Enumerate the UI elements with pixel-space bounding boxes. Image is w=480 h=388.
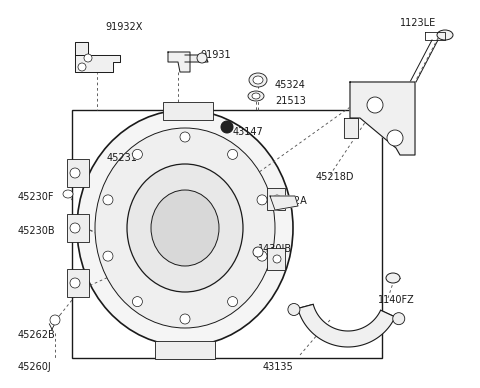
Bar [163, 102, 213, 120]
Ellipse shape [63, 190, 73, 198]
Bar [267, 188, 285, 210]
Ellipse shape [257, 195, 267, 205]
Text: 1123LE: 1123LE [400, 18, 436, 28]
Ellipse shape [197, 53, 207, 63]
Ellipse shape [273, 255, 281, 263]
Text: 45324: 45324 [275, 80, 306, 90]
Bar [155, 341, 215, 359]
Ellipse shape [393, 313, 405, 325]
Text: 91931: 91931 [200, 50, 230, 60]
Ellipse shape [50, 315, 60, 325]
Ellipse shape [249, 73, 267, 87]
Ellipse shape [180, 314, 190, 324]
Polygon shape [75, 42, 88, 55]
Text: 43135: 43135 [263, 362, 294, 372]
Ellipse shape [84, 54, 92, 62]
Ellipse shape [253, 247, 263, 257]
Ellipse shape [78, 63, 86, 71]
Text: 45231: 45231 [107, 153, 138, 163]
Text: 45218D: 45218D [316, 172, 355, 182]
Ellipse shape [228, 296, 238, 307]
Ellipse shape [70, 168, 80, 178]
Polygon shape [185, 55, 208, 62]
Text: 43147: 43147 [233, 127, 264, 137]
Text: 1430JB: 1430JB [258, 244, 292, 254]
Polygon shape [270, 196, 298, 210]
Ellipse shape [132, 149, 143, 159]
Ellipse shape [367, 97, 383, 113]
Ellipse shape [248, 91, 264, 101]
Ellipse shape [103, 195, 113, 205]
Text: 45260J: 45260J [18, 362, 52, 372]
Polygon shape [168, 52, 190, 72]
Ellipse shape [437, 30, 453, 40]
Text: 45230F: 45230F [18, 192, 55, 202]
Polygon shape [350, 82, 415, 155]
Ellipse shape [127, 164, 243, 292]
Polygon shape [298, 304, 395, 347]
Ellipse shape [273, 195, 281, 203]
Ellipse shape [257, 251, 267, 261]
Ellipse shape [221, 121, 233, 133]
Bar [72, 110, 382, 358]
Ellipse shape [95, 128, 275, 328]
Ellipse shape [386, 273, 400, 283]
Ellipse shape [70, 278, 80, 288]
Text: 45272A: 45272A [270, 196, 308, 206]
Ellipse shape [288, 303, 300, 315]
Bar [267, 248, 285, 270]
Text: 91932X: 91932X [105, 22, 143, 32]
Text: 21513: 21513 [275, 96, 306, 106]
Ellipse shape [132, 296, 143, 307]
Bar [67, 214, 89, 242]
Ellipse shape [228, 149, 238, 159]
Polygon shape [344, 118, 358, 138]
Ellipse shape [253, 76, 263, 84]
Bar [67, 159, 89, 187]
Ellipse shape [252, 93, 260, 99]
Ellipse shape [70, 223, 80, 233]
Ellipse shape [103, 251, 113, 261]
Ellipse shape [180, 132, 190, 142]
Bar [67, 269, 89, 297]
Ellipse shape [77, 110, 293, 346]
Text: 1140FZ: 1140FZ [378, 295, 415, 305]
Text: 45262B: 45262B [18, 330, 56, 340]
Text: 45230B: 45230B [18, 226, 56, 236]
Ellipse shape [151, 190, 219, 266]
Polygon shape [75, 55, 120, 72]
Ellipse shape [387, 130, 403, 146]
